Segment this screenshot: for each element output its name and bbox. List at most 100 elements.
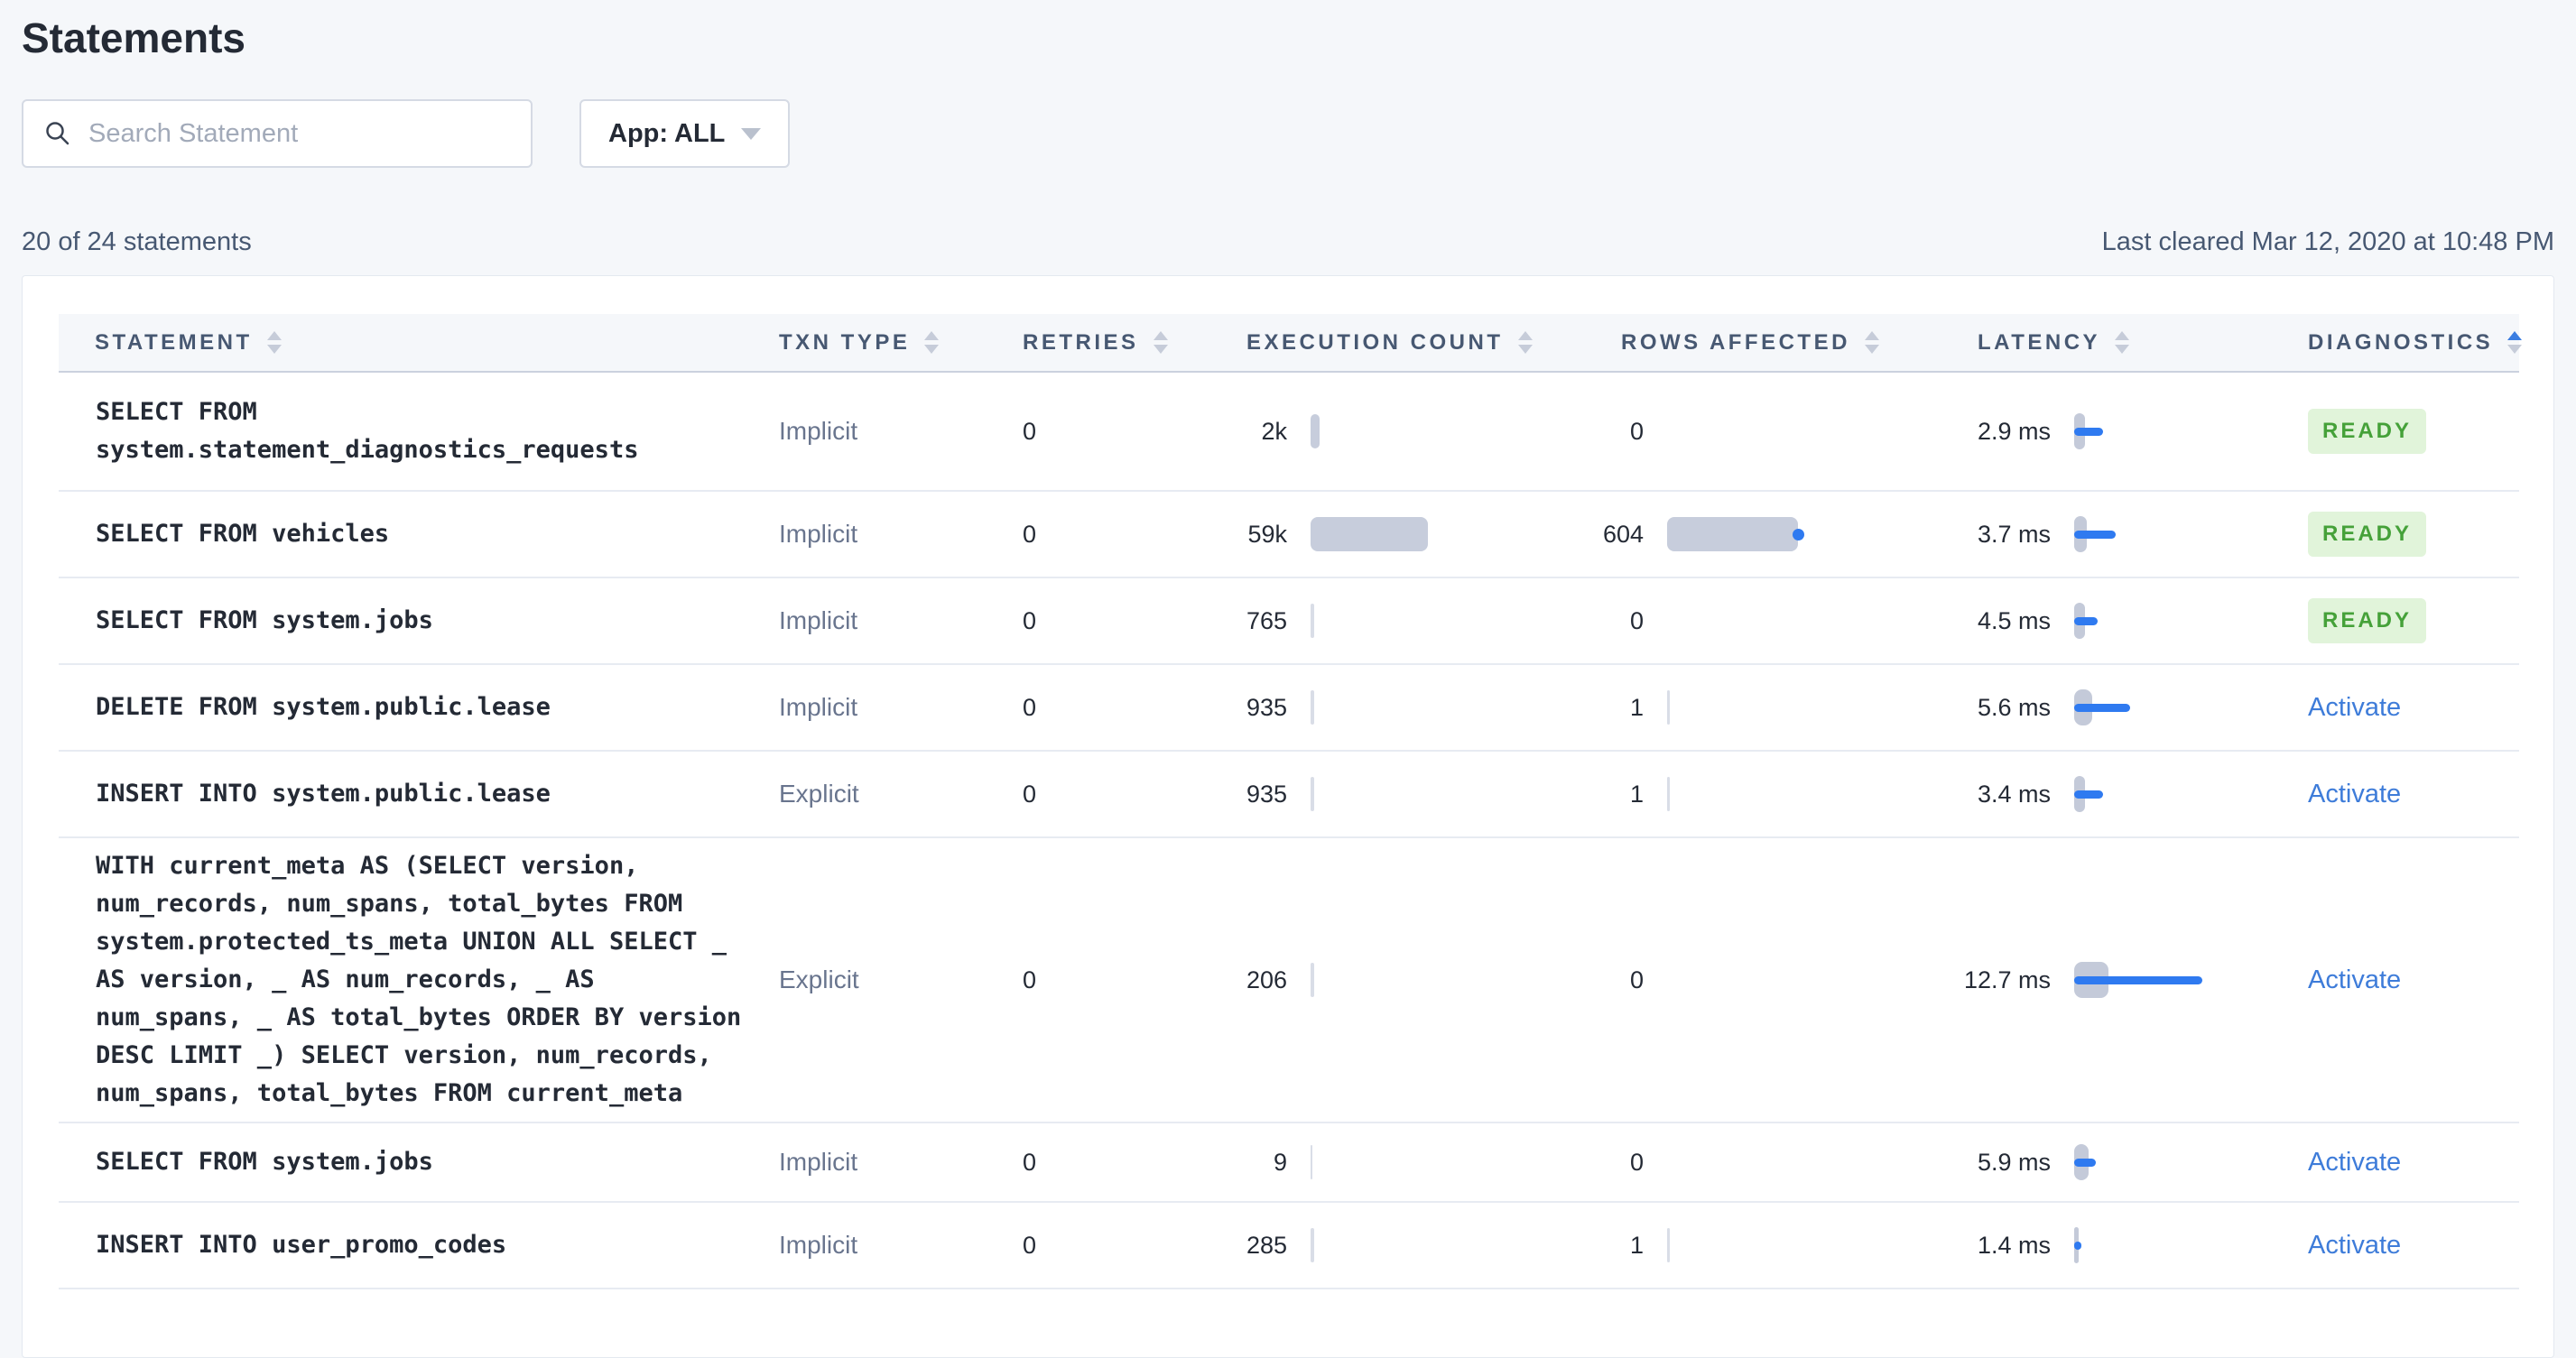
activate-diagnostics-link[interactable]: Activate xyxy=(2308,965,2402,994)
execution-count-value: 59k xyxy=(1247,520,1287,548)
execution-count-value: 765 xyxy=(1246,606,1287,634)
retries-value: 0 xyxy=(994,751,1210,838)
search-icon xyxy=(46,122,69,145)
column-header-execution-count[interactable]: EXECUTION COUNT xyxy=(1210,314,1585,373)
latency-bar xyxy=(2074,959,2266,1001)
sort-arrows-icon xyxy=(924,331,940,354)
rows-affected-bar xyxy=(1667,600,1941,642)
latency-bar xyxy=(2074,687,2266,728)
statements-page: Statements App: ALL 20 of 24 statements … xyxy=(0,14,2576,1358)
statement-text[interactable]: DELETE FROM system.public.lease xyxy=(96,693,551,721)
execution-count-bar xyxy=(1311,600,1584,642)
diagnostics-ready-badge: READY xyxy=(2308,598,2427,643)
rows-affected-bar xyxy=(1667,411,1941,452)
execution-count-value: 285 xyxy=(1246,1231,1287,1259)
execution-count-value: 935 xyxy=(1246,693,1287,721)
statement-text[interactable]: SELECT FROM system.jobs xyxy=(96,1148,433,1176)
latency-value: 5.6 ms xyxy=(1977,693,2051,721)
app-filter-dropdown[interactable]: App: ALL xyxy=(579,99,791,168)
statement-text[interactable]: SELECT FROM system.jobs xyxy=(96,606,433,634)
txn-type: Implicit xyxy=(750,1122,994,1203)
sort-arrows-icon xyxy=(266,331,282,354)
activate-diagnostics-link[interactable]: Activate xyxy=(2308,692,2402,722)
search-input[interactable] xyxy=(87,117,511,150)
column-header-label: STATEMENT xyxy=(95,329,253,355)
retries-value: 0 xyxy=(994,837,1210,1123)
retries-value: 0 xyxy=(994,491,1210,578)
table-row: SELECT FROM system.statement_diagnostics… xyxy=(59,372,2519,492)
execution-count-bar xyxy=(1311,411,1584,452)
latency-bar xyxy=(2074,513,2266,555)
chevron-down-icon xyxy=(741,127,762,140)
rows-affected-value: 0 xyxy=(1629,417,1644,445)
rows-affected-bar xyxy=(1667,1224,1941,1266)
rows-affected-value: 1 xyxy=(1629,780,1644,808)
statement-text[interactable]: INSERT INTO system.public.lease xyxy=(96,780,551,808)
column-header-txn-type[interactable]: TXN TYPE xyxy=(750,314,994,373)
column-header-statement[interactable]: STATEMENT xyxy=(59,314,750,373)
column-header-latency[interactable]: LATENCY xyxy=(1941,314,2266,373)
latency-value: 3.4 ms xyxy=(1977,780,2051,808)
table-row: SELECT FROM system.jobs Implicit 0 765 0 4.5 … xyxy=(59,577,2519,665)
table-row: SELECT FROM vehicles Implicit 0 59k 604 3.7 m… xyxy=(59,491,2519,578)
sort-arrows-icon xyxy=(2115,331,2130,354)
latency-bar xyxy=(2074,773,2266,815)
rows-affected-bar xyxy=(1667,513,1941,555)
retries-value: 0 xyxy=(994,1202,1210,1289)
latency-bar xyxy=(2074,600,2266,642)
retries-value: 0 xyxy=(994,372,1210,492)
execution-count-value: 935 xyxy=(1246,780,1287,808)
activate-diagnostics-link[interactable]: Activate xyxy=(2308,1230,2402,1260)
latency-value: 3.7 ms xyxy=(1977,520,2051,548)
execution-count-bar xyxy=(1311,1141,1584,1183)
txn-type: Explicit xyxy=(750,751,994,838)
activate-diagnostics-link[interactable]: Activate xyxy=(2308,779,2402,808)
latency-value: 1.4 ms xyxy=(1977,1231,2051,1259)
latency-bar xyxy=(2074,1224,2266,1266)
sort-arrows-icon xyxy=(1517,331,1533,354)
sort-arrows-icon xyxy=(1153,331,1168,354)
column-header-label: ROWS AFFECTED xyxy=(1621,329,1850,355)
sort-arrows-icon xyxy=(2507,331,2523,354)
table-meta-row: 20 of 24 statements Last cleared Mar 12,… xyxy=(22,227,2554,257)
toolbar: App: ALL xyxy=(22,99,2554,168)
activate-diagnostics-link[interactable]: Activate xyxy=(2308,1147,2402,1177)
execution-count-value: 2k xyxy=(1261,417,1287,445)
sort-arrows-icon xyxy=(1864,331,1879,354)
latency-value: 4.5 ms xyxy=(1977,606,2051,634)
diagnostics-ready-badge: READY xyxy=(2308,512,2427,557)
statement-text[interactable]: SELECT FROM vehicles xyxy=(96,520,390,548)
rows-affected-bar xyxy=(1667,959,1941,1001)
column-header-label: EXECUTION COUNT xyxy=(1246,329,1504,355)
execution-count-bar xyxy=(1311,1224,1584,1266)
column-header-diagnostics[interactable]: DIAGNOSTICS xyxy=(2266,314,2523,373)
column-header-label: DIAGNOSTICS xyxy=(2308,329,2494,355)
statement-text[interactable]: WITH current_meta AS (SELECT version, nu… xyxy=(96,852,742,1107)
table-row: INSERT INTO user_promo_codes Implicit 0 285… xyxy=(59,1202,2519,1289)
statements-count: 20 of 24 statements xyxy=(22,227,252,256)
execution-count-value: 206 xyxy=(1246,965,1287,993)
search-statement-box xyxy=(22,99,533,168)
latency-value: 5.9 ms xyxy=(1977,1148,2051,1176)
rows-affected-value: 0 xyxy=(1629,1148,1644,1176)
rows-affected-bar xyxy=(1667,1141,1941,1183)
statement-text[interactable]: SELECT FROM system.statement_diagnostics… xyxy=(96,398,639,464)
txn-type: Explicit xyxy=(750,837,994,1123)
app-filter-label: App: ALL xyxy=(608,118,726,148)
statements-table: STATEMENT TXN TYPE RETRIES EXECUTION COUNT R… xyxy=(59,314,2523,1289)
statement-text[interactable]: INSERT INTO user_promo_codes xyxy=(96,1231,507,1259)
retries-value: 0 xyxy=(994,664,1210,752)
latency-value: 2.9 ms xyxy=(1977,417,2051,445)
rows-affected-value: 1 xyxy=(1629,1231,1644,1259)
execution-count-bar xyxy=(1311,687,1584,728)
txn-type: Implicit xyxy=(750,372,994,492)
table-row: INSERT INTO system.public.lease Explicit 0… xyxy=(59,751,2519,838)
column-header-retries[interactable]: RETRIES xyxy=(994,314,1210,373)
retries-value: 0 xyxy=(994,1122,1210,1203)
execution-count-bar xyxy=(1311,773,1584,815)
latency-value: 12.7 ms xyxy=(1963,965,2051,993)
last-cleared-timestamp: Last cleared Mar 12, 2020 at 10:48 PM xyxy=(2101,227,2554,256)
table-header-row: STATEMENT TXN TYPE RETRIES EXECUTION COUNT R… xyxy=(59,314,2523,373)
column-header-rows-affected[interactable]: ROWS AFFECTED xyxy=(1585,314,1941,373)
rows-affected-bar xyxy=(1667,773,1941,815)
